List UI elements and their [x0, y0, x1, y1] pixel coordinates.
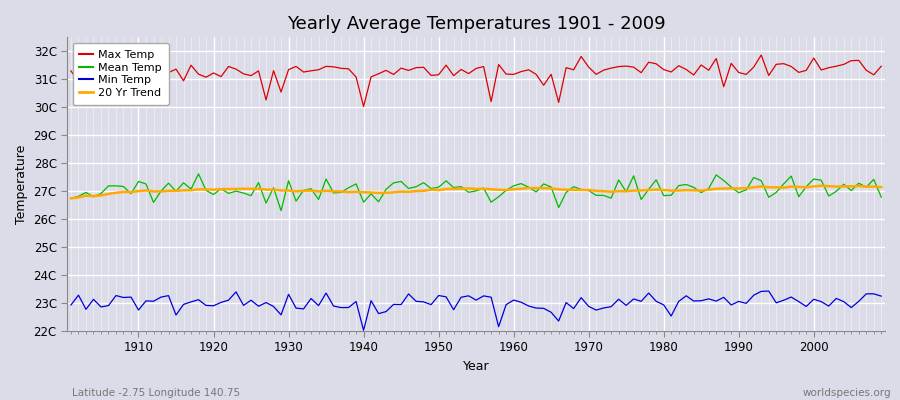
Text: Latitude -2.75 Longitude 140.75: Latitude -2.75 Longitude 140.75 — [72, 388, 240, 398]
Text: worldspecies.org: worldspecies.org — [803, 388, 891, 398]
Title: Yearly Average Temperatures 1901 - 2009: Yearly Average Temperatures 1901 - 2009 — [287, 15, 665, 33]
Y-axis label: Temperature: Temperature — [15, 144, 28, 224]
X-axis label: Year: Year — [463, 360, 490, 373]
Legend: Max Temp, Mean Temp, Min Temp, 20 Yr Trend: Max Temp, Mean Temp, Min Temp, 20 Yr Tre… — [73, 43, 168, 105]
